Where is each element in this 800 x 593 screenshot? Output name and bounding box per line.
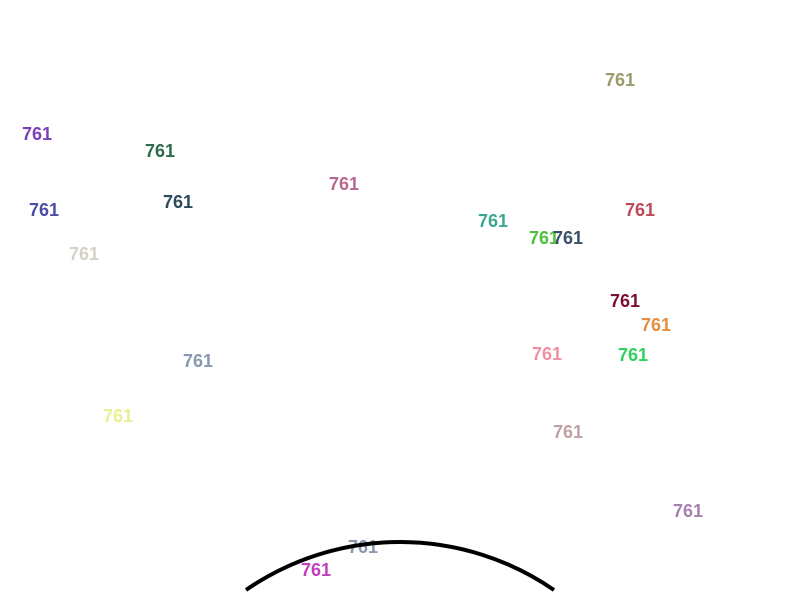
number-label[interactable]: 761 xyxy=(640,315,672,335)
number-label[interactable]: 761 xyxy=(528,228,560,248)
number-label[interactable]: 761 xyxy=(328,174,360,194)
number-label[interactable]: 761 xyxy=(102,406,134,426)
number-label[interactable]: 761 xyxy=(552,228,584,248)
number-label[interactable]: 761 xyxy=(68,244,100,264)
number-label[interactable]: 761 xyxy=(300,560,332,580)
number-label[interactable]: 761 xyxy=(162,192,194,212)
number-label[interactable]: 761 xyxy=(28,200,60,220)
number-label[interactable]: 761 xyxy=(609,291,641,311)
number-label[interactable]: 761 xyxy=(617,345,649,365)
number-label[interactable]: 761 xyxy=(531,344,563,364)
number-label[interactable]: 761 xyxy=(477,211,509,231)
number-label[interactable]: 761 xyxy=(21,124,53,144)
number-label[interactable]: 761 xyxy=(182,351,214,371)
number-label[interactable]: 761 xyxy=(672,501,704,521)
player-circle[interactable] xyxy=(244,539,556,592)
number-label[interactable]: 761 xyxy=(552,422,584,442)
number-label[interactable]: 761 xyxy=(624,200,656,220)
number-label[interactable]: 761 xyxy=(604,70,636,90)
number-label[interactable]: 761 xyxy=(144,141,176,161)
